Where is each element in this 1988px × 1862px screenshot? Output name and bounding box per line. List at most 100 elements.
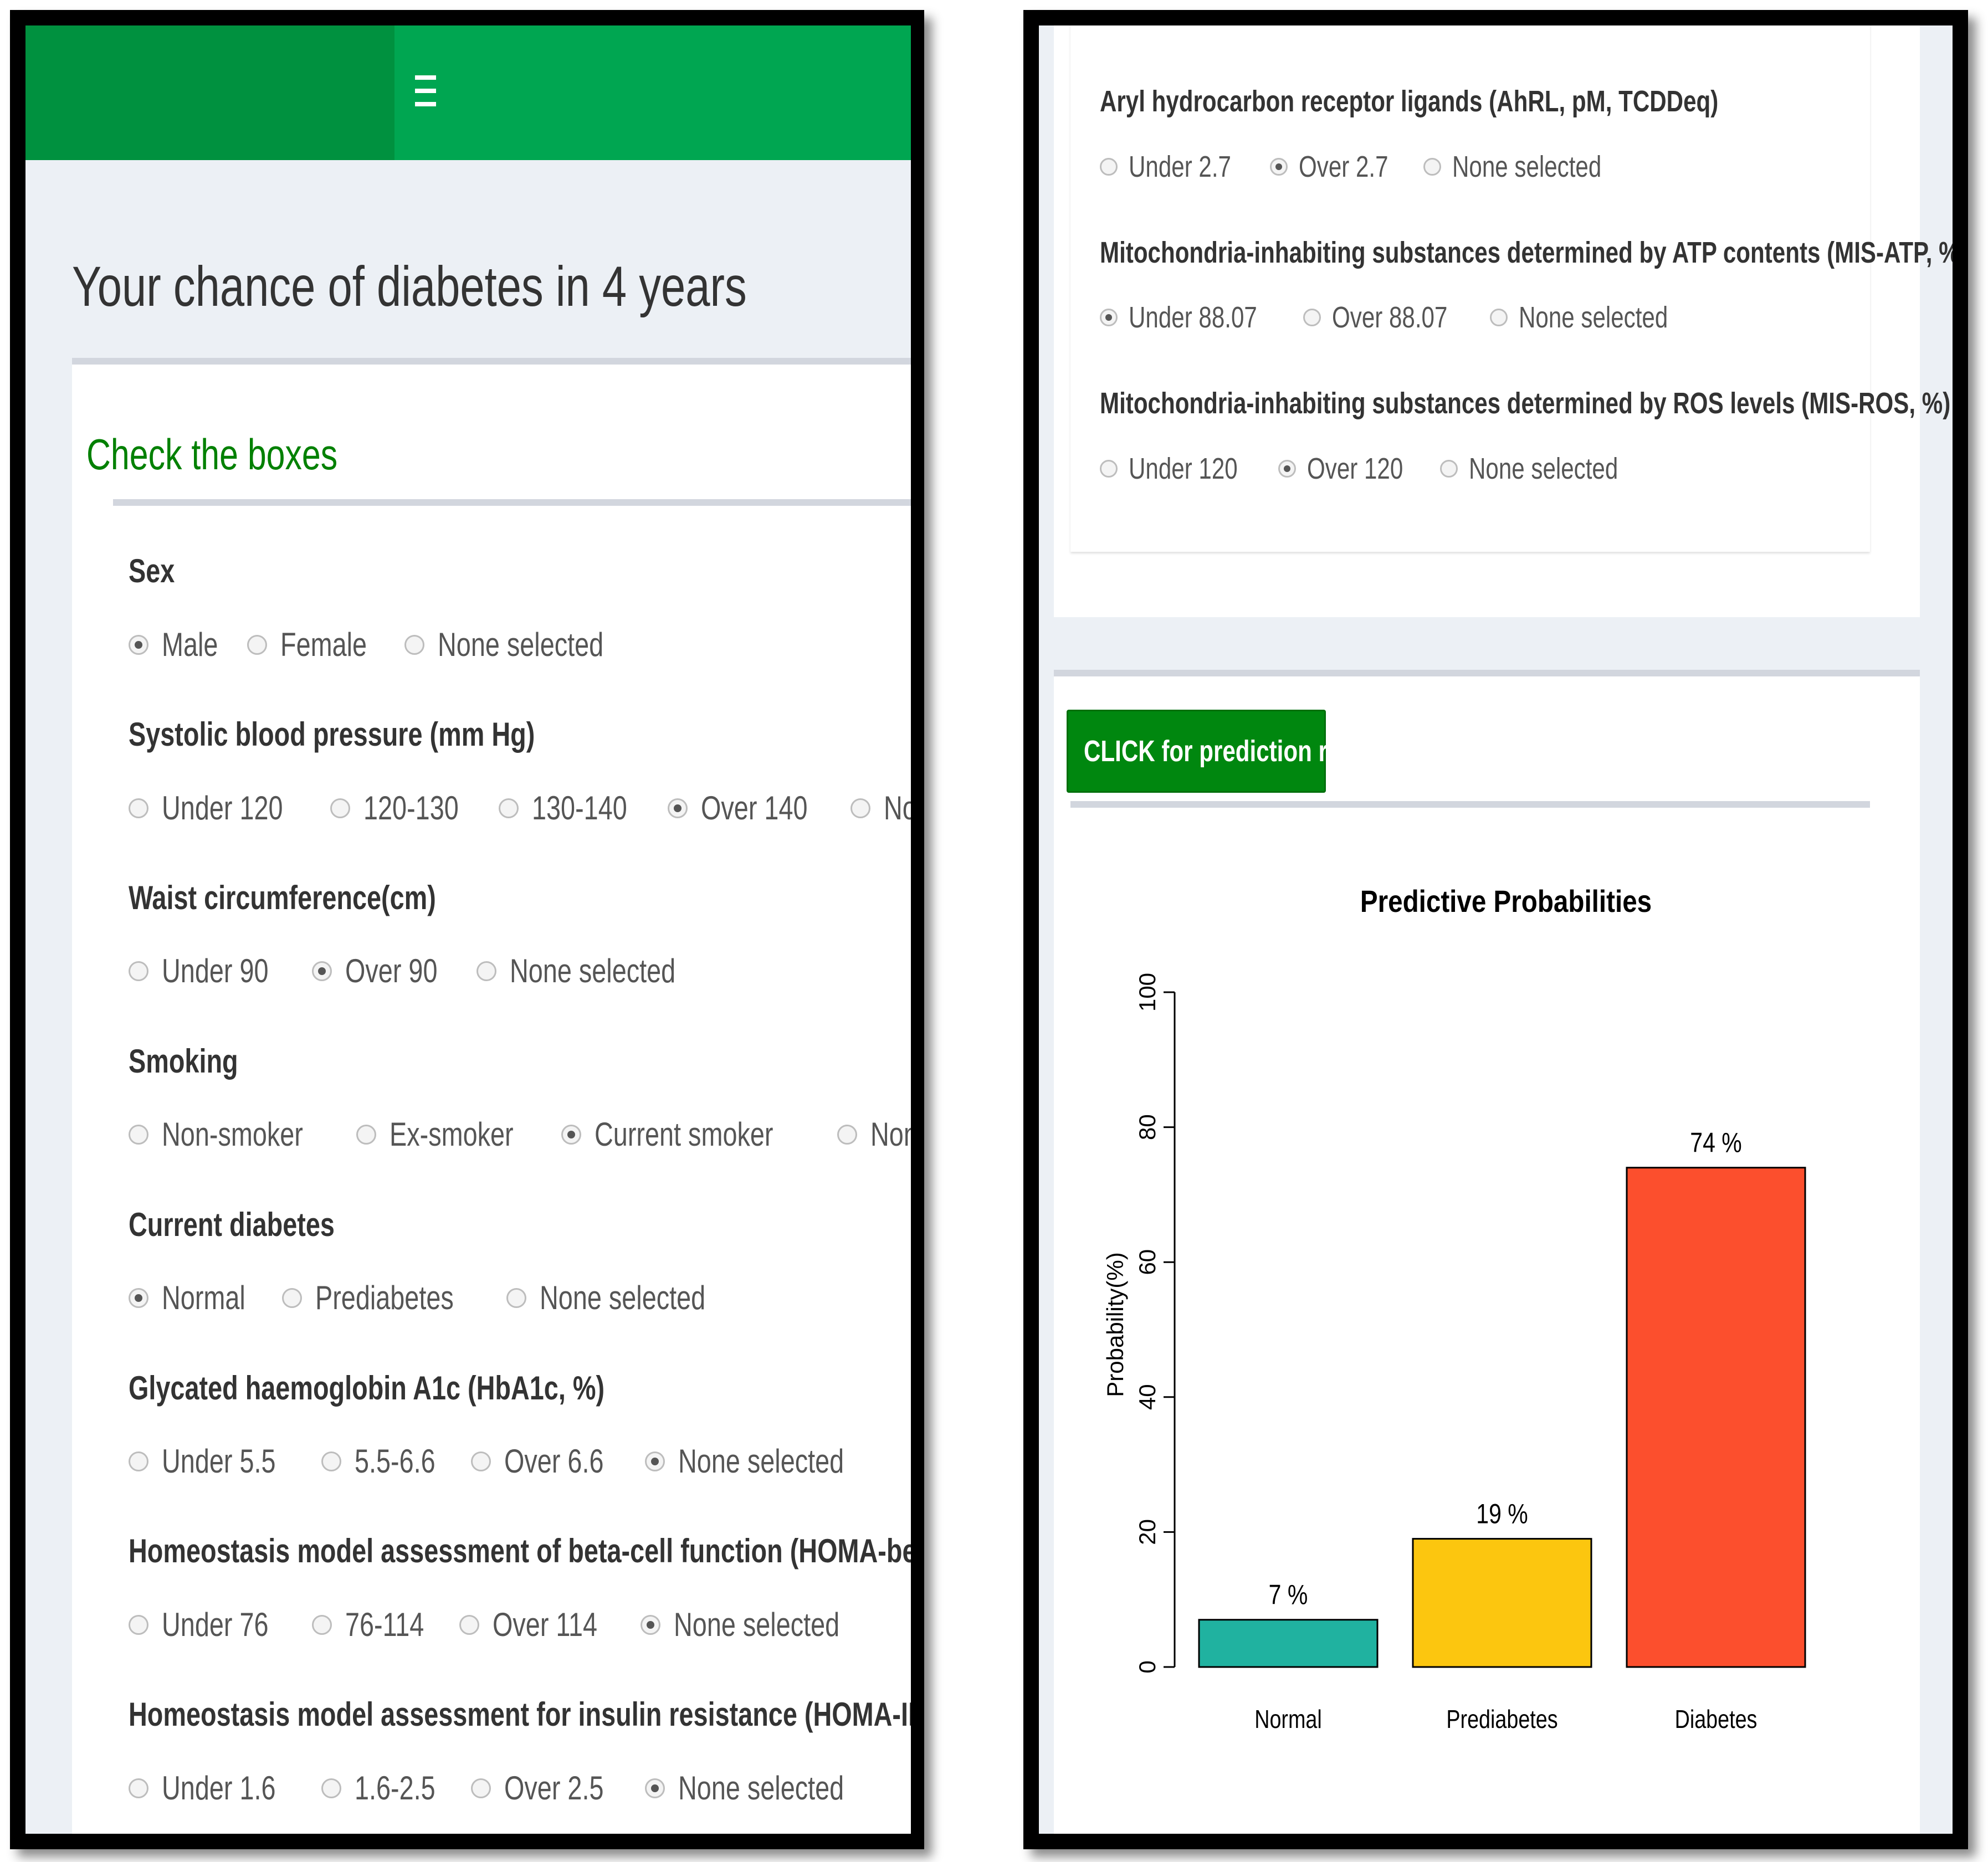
y-tick-label: 40 [1134, 1384, 1160, 1410]
ahrl-option-over-2-7[interactable]: Over 2.7 [1270, 152, 1413, 182]
mis-atp-option-under-88-07[interactable]: Under 88.07 [1100, 302, 1293, 332]
smoking-option-ex-smoker[interactable]: Ex-smoker [356, 1118, 549, 1151]
sex-option-male[interactable]: Male [129, 628, 234, 661]
sex-option-none[interactable]: None selected [404, 628, 650, 661]
radio-icon [471, 1778, 491, 1798]
current-diabetes-radio-group: Normal Prediabetes None selected [129, 1281, 765, 1315]
radio-checked-icon [1270, 158, 1288, 176]
ahrl-label: Aryl hydrocarbon receptor ligands (AhRL,… [1100, 85, 1719, 118]
systolic-bp-option-over-140[interactable]: Over 140 [667, 792, 838, 825]
left-screenshot-panel: Your chance of diabetes in 4 years Check… [10, 10, 924, 1849]
x-category-label: Normal [1254, 1705, 1322, 1733]
smoking-radio-group: Non-smoker Ex-smoker Current smoker None… [129, 1118, 911, 1151]
homa-ir-option-under-1-6[interactable]: Under 1.6 [129, 1772, 308, 1805]
sex-option-female[interactable]: Female [247, 628, 391, 661]
radio-icon [282, 1288, 303, 1308]
radio-icon [129, 1125, 148, 1145]
radio-icon [476, 961, 497, 981]
homa-ir-label: Homeostasis model assessment for insulin… [129, 1696, 924, 1733]
sex-radio-group: Male Female None selected [129, 628, 664, 661]
mis-ros-option-none[interactable]: None selected [1440, 454, 1660, 484]
homa-ir-option-none[interactable]: None selected [645, 1772, 891, 1805]
smoking-label: Smoking [129, 1043, 238, 1080]
homa-ir-radio-group: Under 1.6 1.6-2.5 Over 2.5 None selected [129, 1772, 904, 1805]
homa-beta-option-under-76[interactable]: Under 76 [129, 1608, 299, 1642]
radio-icon [321, 1451, 341, 1471]
radio-icon [247, 635, 268, 655]
radio-icon [850, 798, 871, 818]
waist-label: Waist circumference(cm) [129, 879, 436, 916]
waist-radio-group: Under 90 Over 90 None selected [129, 955, 736, 988]
page-title: Your chance of diabetes in 4 years [72, 255, 747, 318]
smoking-option-current-smoker[interactable]: Current smoker [561, 1118, 823, 1151]
radio-checked-icon [129, 635, 148, 655]
radio-icon [459, 1615, 480, 1635]
radio-icon [506, 1288, 526, 1308]
hamburger-menu-icon[interactable] [415, 75, 436, 109]
systolic-bp-radio-group: Under 120 120-130 130-140 Over 140 None … [129, 792, 911, 825]
radio-checked-icon [667, 798, 688, 818]
systolic-bp-option-none[interactable]: None selected [850, 792, 911, 825]
current-diabetes-option-prediabetes[interactable]: Prediabetes [282, 1281, 493, 1315]
waist-option-over-90[interactable]: Over 90 [311, 955, 463, 988]
mis-atp-option-none[interactable]: None selected [1490, 302, 1710, 332]
data-label-normal: 7 % [1269, 1579, 1308, 1610]
radio-checked-icon [311, 961, 332, 981]
radio-icon [129, 1451, 148, 1471]
systolic-bp-label: Systolic blood pressure (mm Hg) [129, 716, 535, 753]
homa-beta-option-over-114[interactable]: Over 114 [459, 1608, 627, 1642]
bar-diabetes [1626, 1167, 1806, 1668]
systolic-bp-option-130-140[interactable]: 130-140 [499, 792, 654, 825]
homa-ir-option-1-6-2-5[interactable]: 1.6-2.5 [321, 1772, 458, 1805]
radio-icon [356, 1125, 376, 1145]
form-box-inner [113, 499, 911, 1834]
radio-icon [499, 798, 519, 818]
homa-ir-option-over-2-5[interactable]: Over 2.5 [471, 1772, 632, 1805]
bars: 7 % Normal 19 % Prediabetes 74 % Diabetes [1198, 1127, 1806, 1733]
radio-icon [330, 798, 351, 818]
y-tick-label: 60 [1134, 1249, 1160, 1275]
homa-beta-label: Homeostasis model assessment of beta-cel… [129, 1532, 924, 1569]
hba1c-option-under-5-5[interactable]: Under 5.5 [129, 1445, 308, 1478]
radio-icon [1440, 460, 1458, 478]
hba1c-option-none[interactable]: None selected [645, 1445, 891, 1478]
mis-atp-label: Mitochondria-inhabiting substances deter… [1100, 236, 1967, 269]
systolic-bp-option-under-120[interactable]: Under 120 [129, 792, 317, 825]
waist-option-none[interactable]: None selected [476, 955, 723, 988]
smoking-option-non-smoker[interactable]: Non-smoker [129, 1118, 343, 1151]
form-box-inner-continued [1070, 25, 1870, 552]
mis-ros-option-under-120[interactable]: Under 120 [1100, 454, 1268, 484]
y-axis-label: Probability(%) [1102, 1252, 1128, 1397]
radio-icon [129, 1778, 148, 1798]
smoking-option-none[interactable]: None selected [837, 1118, 911, 1151]
ahrl-option-under-2-7[interactable]: Under 2.7 [1100, 152, 1260, 182]
ahrl-radio-group: Under 2.7 Over 2.7 None selected [1100, 152, 1653, 182]
homa-beta-option-none[interactable]: None selected [640, 1608, 887, 1642]
y-tick-label: 100 [1134, 973, 1160, 1012]
current-diabetes-option-normal[interactable]: Normal [129, 1281, 269, 1315]
radio-icon [321, 1778, 341, 1798]
homa-beta-option-76-114[interactable]: 76-114 [311, 1608, 446, 1642]
radio-icon [837, 1125, 857, 1145]
systolic-bp-option-120-130[interactable]: 120-130 [330, 792, 485, 825]
x-category-label: Diabetes [1675, 1705, 1758, 1733]
waist-option-under-90[interactable]: Under 90 [129, 955, 299, 988]
data-label-diabetes: 74 % [1690, 1127, 1741, 1158]
current-diabetes-option-none[interactable]: None selected [506, 1281, 752, 1315]
hba1c-option-5-5-6-6[interactable]: 5.5-6.6 [321, 1445, 458, 1478]
radio-icon [471, 1451, 491, 1471]
radio-icon [1100, 158, 1118, 176]
chart-title: Predictive Probabilities [1360, 884, 1652, 919]
radio-icon [311, 1615, 332, 1635]
radio-checked-icon [645, 1451, 665, 1471]
y-tick-label: 0 [1134, 1660, 1160, 1673]
mis-ros-option-over-120[interactable]: Over 120 [1278, 454, 1430, 484]
ahrl-option-none[interactable]: None selected [1423, 152, 1643, 182]
mis-atp-option-over-88-07[interactable]: Over 88.07 [1303, 302, 1480, 332]
form-box-title: Check the boxes [86, 430, 338, 479]
radio-icon [1303, 309, 1321, 326]
hba1c-option-over-6-6[interactable]: Over 6.6 [471, 1445, 632, 1478]
prediction-button[interactable]: CLICK for prediction results [1067, 710, 1395, 793]
bar-prediabetes [1412, 1538, 1592, 1668]
current-diabetes-label: Current diabetes [129, 1206, 335, 1243]
